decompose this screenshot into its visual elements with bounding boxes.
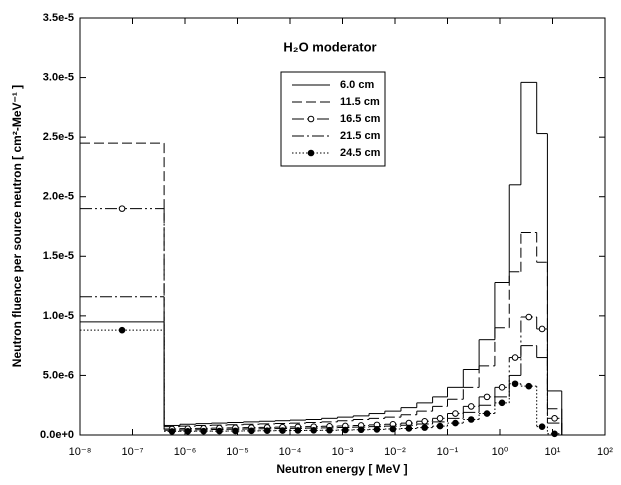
x-tick-label: 10⁻⁷ xyxy=(121,446,143,458)
marker xyxy=(168,428,176,435)
y-tick-label: 1.5e-5 xyxy=(43,250,74,262)
marker xyxy=(421,417,428,425)
legend-label: 11.5 cm xyxy=(340,96,380,108)
x-tick-label: 10⁻² xyxy=(384,446,406,458)
x-tick-label: 10⁻⁴ xyxy=(279,446,302,458)
x-tick-label: 10² xyxy=(597,446,613,458)
marker xyxy=(248,427,255,435)
marker xyxy=(436,415,444,422)
marker xyxy=(405,425,413,432)
marker xyxy=(436,422,444,430)
marker xyxy=(498,384,506,391)
marker xyxy=(279,427,286,434)
marker xyxy=(310,427,318,434)
marker xyxy=(525,382,533,390)
marker xyxy=(551,415,558,422)
y-tick-label: 0.0e+0 xyxy=(40,429,74,441)
x-axis-label: Neutron energy [ MeV ] xyxy=(276,462,407,476)
marker xyxy=(511,354,519,361)
marker xyxy=(498,399,506,407)
marker xyxy=(357,426,365,434)
marker xyxy=(452,410,459,417)
marker xyxy=(200,427,207,435)
y-tick-label: 2.0e-5 xyxy=(43,191,74,203)
x-tick-label: 10⁻³ xyxy=(332,446,354,458)
marker xyxy=(216,427,223,435)
x-tick-label: 10⁰ xyxy=(492,446,509,458)
y-tick-label: 3.0e-5 xyxy=(43,71,74,83)
y-axis-label: Neutron fluence per source neutron [ cm²… xyxy=(10,85,24,367)
marker xyxy=(467,403,475,410)
marker xyxy=(538,423,546,430)
y-tick-label: 3.5e-5 xyxy=(43,12,74,24)
marker xyxy=(118,205,126,212)
marker xyxy=(452,419,459,427)
marker xyxy=(551,430,558,438)
x-tick-label: 10⁻⁵ xyxy=(226,446,249,458)
marker xyxy=(294,427,302,434)
x-tick-label: 10⁻¹ xyxy=(437,446,459,458)
marker xyxy=(342,426,349,434)
marker xyxy=(373,426,381,433)
marker xyxy=(307,149,315,157)
chart-title: H₂O moderator xyxy=(283,39,376,54)
legend-label: 16.5 cm xyxy=(340,113,381,125)
marker xyxy=(511,380,519,388)
marker xyxy=(232,427,239,435)
marker xyxy=(326,426,333,434)
legend-label: 21.5 cm xyxy=(340,130,381,142)
x-tick-label: 10⁻⁶ xyxy=(174,446,197,458)
marker xyxy=(118,326,126,334)
marker xyxy=(184,428,192,435)
y-tick-label: 5.0e-6 xyxy=(43,369,74,381)
y-tick-label: 1.0e-5 xyxy=(43,310,74,322)
x-tick-label: 10¹ xyxy=(545,446,561,458)
x-tick-label: 10⁻⁸ xyxy=(69,446,92,458)
marker xyxy=(483,410,491,417)
legend-label: 24.5 cm xyxy=(340,147,381,159)
marker xyxy=(467,416,475,423)
marker xyxy=(421,424,428,431)
marker xyxy=(538,325,546,333)
marker xyxy=(483,393,491,401)
marker xyxy=(525,313,533,321)
marker xyxy=(389,425,397,433)
marker xyxy=(307,115,315,123)
legend-label: 6.0 cm xyxy=(340,79,374,91)
y-tick-label: 2.5e-5 xyxy=(43,131,74,143)
marker xyxy=(263,427,271,435)
